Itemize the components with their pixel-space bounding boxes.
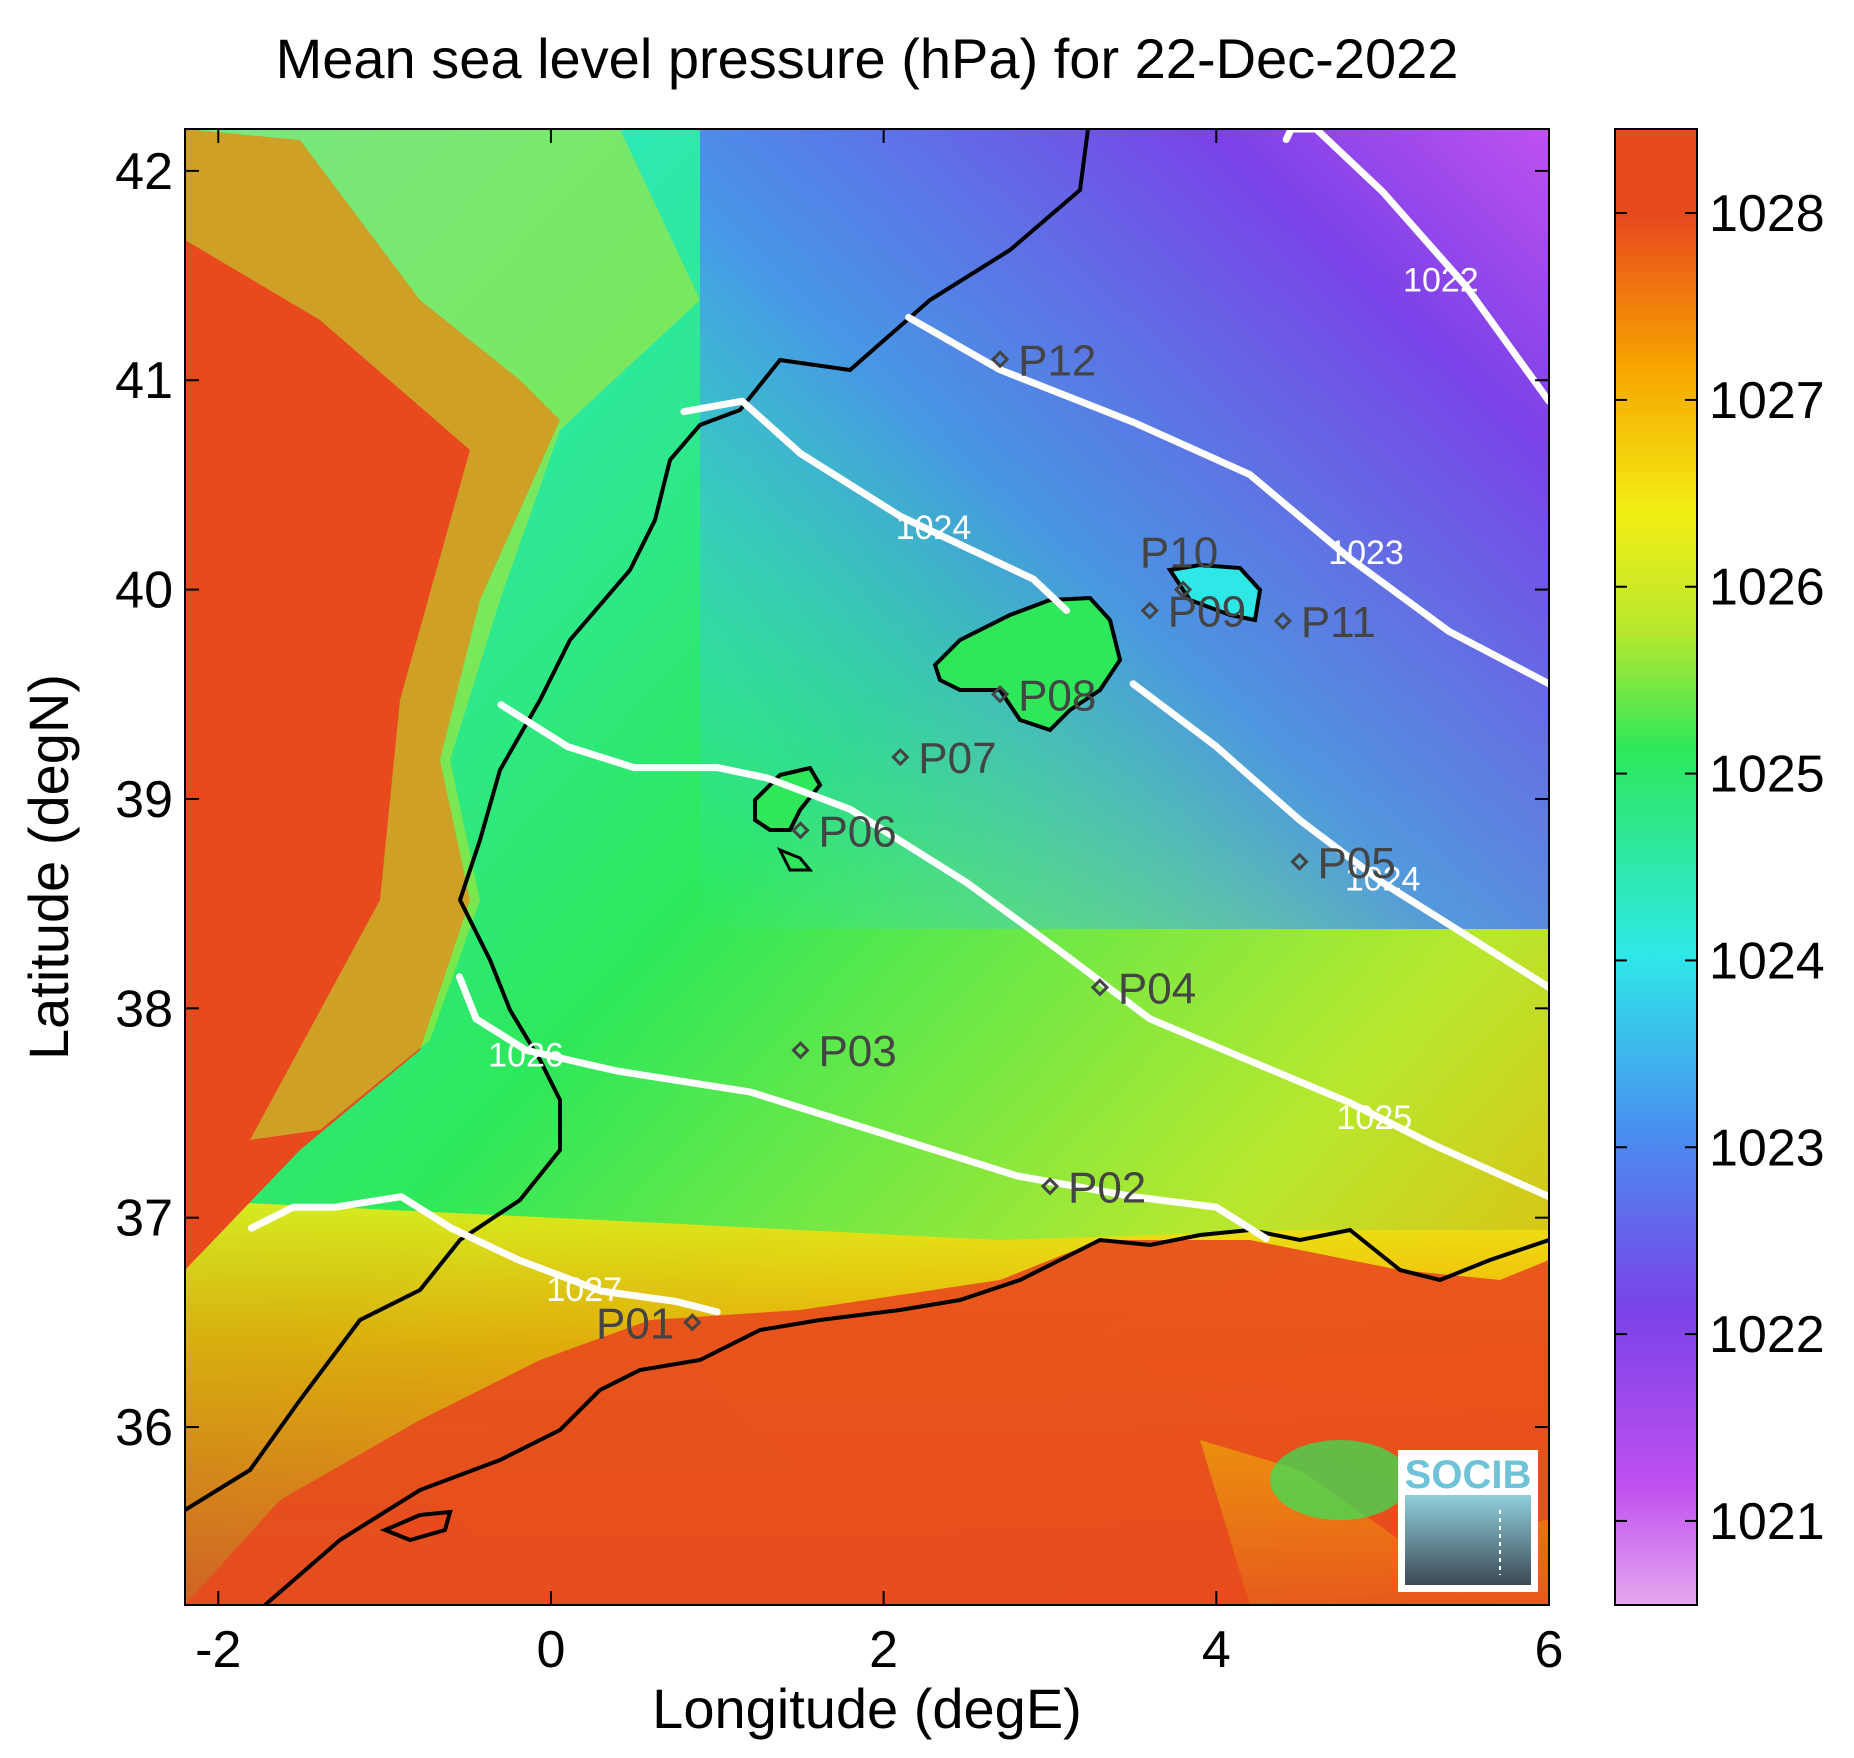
station-marker	[1273, 611, 1292, 631]
station-marker	[891, 747, 910, 767]
colorbar-tick-label: 1026	[1709, 559, 1825, 617]
x-axis-label: Longitude (degE)	[652, 1677, 1082, 1740]
isobar-1026	[456, 973, 1270, 1243]
y-tick-label: 40	[115, 562, 173, 620]
isobar-label: 1024	[896, 509, 972, 547]
x-tick-label: 2	[869, 1621, 898, 1679]
colorbar-tick-label: 1022	[1709, 1306, 1825, 1364]
station-marker	[1090, 978, 1110, 997]
station-marker	[1140, 601, 1159, 620]
station-label: P03	[818, 1027, 896, 1076]
mallorca-island	[932, 595, 1123, 733]
isobar-1025	[497, 701, 1549, 1201]
station-label: P04	[1118, 964, 1196, 1013]
africa-coastal-green	[1270, 1440, 1410, 1520]
y-tick-label: 42	[115, 143, 173, 201]
station-label: P01	[596, 1299, 674, 1348]
colorbar-tick-label: 1021	[1709, 1493, 1825, 1551]
colorbar-tick-label: 1027	[1709, 372, 1825, 430]
x-tick-label: 6	[1535, 1621, 1564, 1679]
pressure-field	[185, 129, 1549, 1605]
formentera-island	[776, 847, 814, 872]
africa-high-land	[185, 1240, 1549, 1605]
station-label: P02	[1068, 1163, 1146, 1212]
ibiza-island	[753, 765, 823, 832]
station-marker	[1040, 1177, 1060, 1196]
station-marker	[990, 350, 1010, 369]
isobar-1024	[680, 397, 1071, 614]
y-tick-label: 41	[115, 352, 173, 410]
isobar-label: 1025	[1337, 1099, 1413, 1137]
colorbar-tick-label: 1028	[1709, 185, 1825, 243]
iberia-coastline	[185, 129, 1090, 1512]
colorbar-tick-label: 1024	[1709, 932, 1825, 990]
station-label: P10	[1140, 529, 1218, 578]
colorbar-tick-label: 1023	[1709, 1119, 1825, 1177]
x-tick-label: 0	[536, 1621, 565, 1679]
station-marker	[683, 1313, 702, 1332]
colorbar	[1614, 128, 1698, 1606]
plot-frame	[184, 128, 1550, 1606]
isobar-1023	[905, 313, 1549, 688]
station-label: P05	[1317, 839, 1395, 888]
isobar-1022	[1282, 129, 1549, 405]
station-label: P06	[818, 807, 896, 856]
station-label: P11	[1301, 598, 1376, 647]
station-marker	[990, 685, 1010, 704]
station-label: P07	[918, 734, 996, 783]
isobar-1024	[1129, 680, 1549, 991]
isobar-label: 1023	[1328, 534, 1404, 572]
station-marker	[1290, 852, 1309, 871]
y-axis-label: Latitude (degN)	[17, 674, 80, 1060]
alboran-island	[379, 1509, 453, 1543]
isobar-label: 1027	[546, 1271, 622, 1309]
y-tick-label: 36	[115, 1399, 173, 1457]
africa-coastline	[263, 1227, 1549, 1605]
station-marker	[1173, 580, 1193, 599]
colorbar-ticks: 1021 1022 1023 1024 1025 1026 1027 1028	[1615, 185, 1825, 1551]
x-tick-label: 4	[1202, 1621, 1231, 1679]
isobar-1027	[248, 1193, 721, 1316]
isobar-label: 1026	[488, 1036, 564, 1074]
logo-text: SOCIB	[1405, 1453, 1532, 1497]
y-tick-label: 39	[115, 771, 173, 829]
isobar-layer: 1022 1023 1024 1024 1025 1026 1027	[248, 129, 1549, 1316]
logo-panel	[1405, 1495, 1531, 1585]
station-marker	[791, 821, 810, 840]
menorca-island	[1166, 562, 1263, 623]
colorbar-tick-label: 1025	[1709, 746, 1825, 804]
y-tick-label: 37	[115, 1190, 173, 1248]
station-label: P12	[1018, 336, 1096, 385]
field-northeast-low	[700, 129, 1549, 929]
x-axis: -2 0 2 4 6	[195, 129, 1563, 1679]
isobar-label: 1022	[1403, 262, 1479, 300]
isobar-label: 1024	[1345, 861, 1421, 899]
y-tick-label: 38	[115, 980, 173, 1038]
y-axis: 36 37 38 39 40 41 42	[115, 143, 1549, 1457]
map-title: Mean sea level pressure (hPa) for 22-Dec…	[276, 27, 1459, 90]
station-marker	[791, 1041, 810, 1060]
station-label: P08	[1018, 671, 1096, 720]
socib-logo: SOCIB	[1398, 1450, 1538, 1592]
iberia-transition-land	[185, 129, 700, 1140]
x-tick-label: -2	[195, 1621, 241, 1679]
